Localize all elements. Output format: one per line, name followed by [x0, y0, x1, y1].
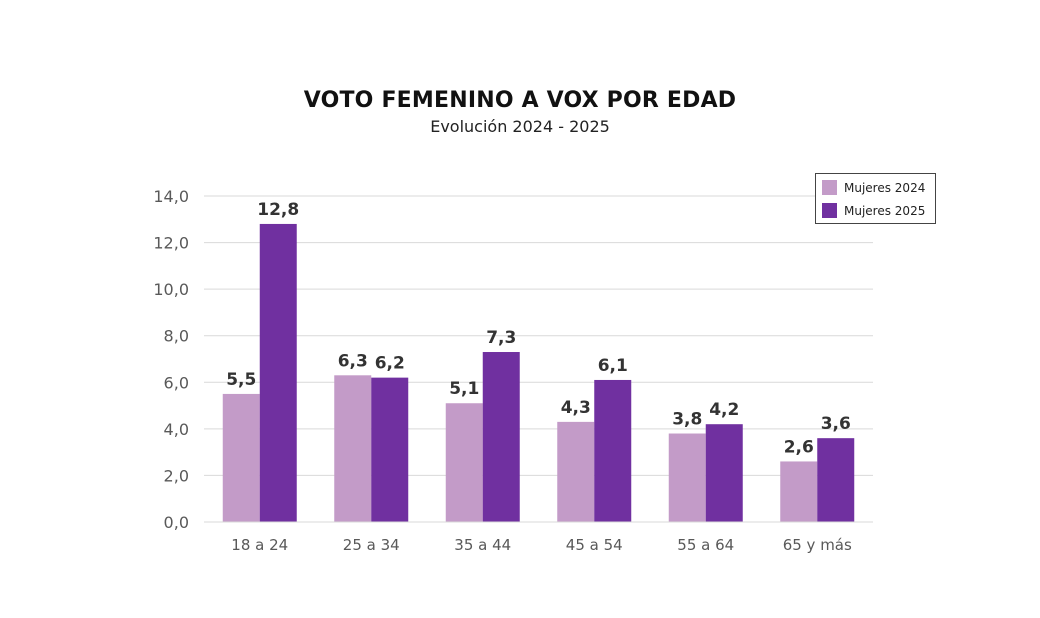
- x-tick-label: 65 y más: [783, 536, 852, 554]
- bar: [334, 375, 372, 522]
- bar: [668, 433, 706, 522]
- legend: Mujeres 2024 Mujeres 2025: [815, 173, 936, 224]
- data-label: 2,6: [784, 437, 814, 457]
- legend-item-2024: Mujeres 2024: [822, 180, 925, 195]
- data-label: 6,2: [375, 354, 405, 374]
- x-tick-label: 25 a 34: [343, 536, 400, 554]
- bar: [705, 424, 743, 522]
- data-label: 3,8: [672, 410, 702, 430]
- chart-subtitle: Evolución 2024 - 2025: [430, 117, 610, 136]
- bar: [482, 352, 520, 522]
- x-tick-label: 45 a 54: [566, 536, 623, 554]
- data-label: 3,6: [821, 414, 851, 434]
- data-label: 7,3: [486, 328, 516, 348]
- bar: [594, 379, 632, 522]
- data-label: 6,3: [338, 351, 368, 371]
- bar: [371, 377, 409, 522]
- y-tick-label: 8,0: [164, 327, 189, 346]
- bar: [222, 393, 260, 522]
- x-tick-label: 35 a 44: [454, 536, 511, 554]
- bar: [445, 403, 483, 522]
- legend-item-2025: Mujeres 2025: [822, 203, 925, 218]
- bar: [557, 421, 595, 522]
- bar: [817, 438, 855, 522]
- legend-label-2025: Mujeres 2025: [844, 203, 926, 218]
- data-label: 4,2: [709, 400, 739, 420]
- legend-label-2024: Mujeres 2024: [844, 180, 926, 195]
- data-label: 5,1: [449, 379, 479, 399]
- data-label: 4,3: [561, 398, 591, 418]
- x-tick-label: 18 a 24: [231, 536, 288, 554]
- y-tick-label: 0,0: [164, 513, 189, 532]
- y-tick-label: 12,0: [153, 234, 189, 253]
- legend-swatch-2025: [822, 203, 837, 218]
- y-tick-label: 10,0: [153, 280, 189, 299]
- data-label: 12,8: [257, 200, 299, 220]
- y-tick-label: 2,0: [164, 466, 189, 485]
- chart-title: VOTO FEMENINO A VOX POR EDAD: [303, 88, 737, 113]
- x-tick-label: 55 a 64: [677, 536, 734, 554]
- legend-swatch-2024: [822, 180, 837, 195]
- bar: [259, 223, 297, 522]
- y-tick-label: 6,0: [164, 373, 189, 392]
- data-label: 5,5: [226, 370, 256, 390]
- y-tick-label: 14,0: [153, 187, 189, 206]
- bar: [780, 461, 818, 522]
- data-label: 6,1: [598, 356, 628, 376]
- y-tick-label: 4,0: [164, 420, 189, 439]
